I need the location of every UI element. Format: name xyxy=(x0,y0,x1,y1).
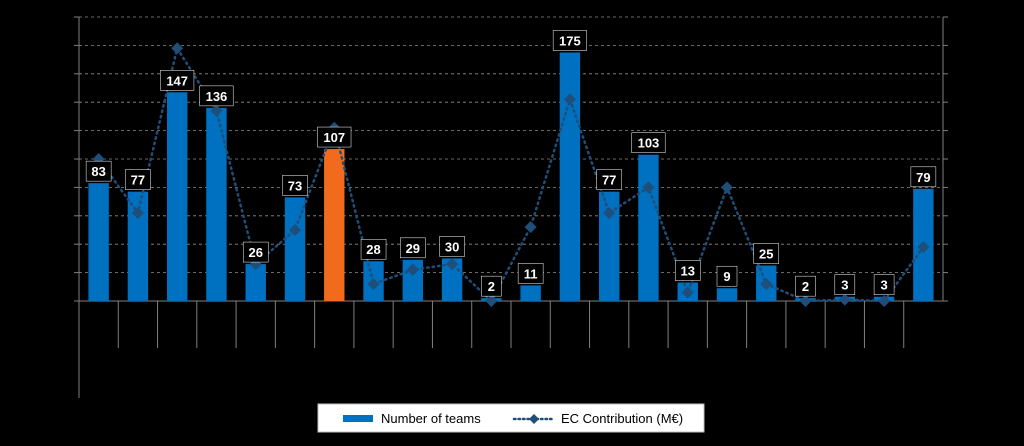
bar-series xyxy=(88,52,934,301)
data-label-box xyxy=(910,166,937,188)
data-label: 26 xyxy=(248,245,262,260)
bar xyxy=(559,52,581,301)
line-marker xyxy=(289,224,301,236)
line-marker xyxy=(210,104,223,117)
line-marker xyxy=(760,277,773,290)
data-label: 77 xyxy=(602,173,616,188)
data-label-box xyxy=(400,237,426,259)
bar xyxy=(520,285,541,301)
bar xyxy=(716,288,738,301)
bar xyxy=(598,191,620,301)
data-label: 147 xyxy=(166,73,188,88)
data-label-box xyxy=(199,85,234,107)
data-label-box xyxy=(282,175,308,196)
legend-box xyxy=(317,403,705,433)
data-label: 2 xyxy=(802,279,809,294)
data-label-box xyxy=(317,126,352,148)
bar xyxy=(206,107,227,301)
data-label: 103 xyxy=(638,136,660,151)
line-marker xyxy=(917,241,930,254)
data-label: 29 xyxy=(406,241,420,256)
data-label-box xyxy=(360,238,387,260)
legend-label-line: EC Contribution (M€) xyxy=(561,411,683,426)
data-label-box xyxy=(596,169,622,190)
data-label: 30 xyxy=(445,239,459,254)
data-label: 136 xyxy=(206,89,228,104)
ec-contribution-line xyxy=(97,45,925,304)
data-label-box xyxy=(439,236,465,257)
data-label: 77 xyxy=(131,173,145,188)
line-marker xyxy=(406,263,419,276)
line-marker xyxy=(446,258,459,271)
data-label-box xyxy=(753,243,780,264)
legend-swatch-diamond xyxy=(529,414,539,424)
line-marker xyxy=(681,286,694,299)
data-label-box xyxy=(517,263,544,284)
data-label: 13 xyxy=(680,264,694,279)
data-label-box xyxy=(242,241,269,263)
data-label: 73 xyxy=(288,178,302,193)
data-label-box xyxy=(873,274,895,295)
bar xyxy=(166,92,188,301)
data-label-box xyxy=(85,160,112,182)
data-label-box xyxy=(674,260,701,281)
line-marker xyxy=(799,295,812,307)
legend: Number of teams EC Contribution (M€) xyxy=(317,403,705,433)
data-label: 175 xyxy=(559,34,581,49)
bar xyxy=(638,154,659,301)
axes xyxy=(74,16,948,398)
line-marker xyxy=(367,277,380,290)
data-label: 2 xyxy=(488,279,495,294)
data-label: 107 xyxy=(323,130,345,145)
line-marker xyxy=(642,181,655,194)
data-label-box xyxy=(160,70,195,91)
data-labels: 83 77 147 136 26 73 107 28 29 30 2 11 175 77 103 13 9 25 2… xyxy=(85,30,937,297)
data-label: 83 xyxy=(91,164,105,179)
line-marker xyxy=(721,181,733,194)
data-label: 11 xyxy=(524,266,538,281)
data-label-box xyxy=(552,30,587,51)
data-label: 3 xyxy=(880,278,887,293)
bar xyxy=(284,197,306,301)
data-label-box xyxy=(716,265,738,287)
legend-swatch-bar xyxy=(343,415,373,422)
line-marker xyxy=(838,293,851,306)
data-label: 28 xyxy=(366,242,380,257)
line-marker xyxy=(524,221,537,234)
bar xyxy=(127,191,149,301)
data-label: 25 xyxy=(759,247,773,262)
line-marker xyxy=(878,295,891,307)
data-label: 3 xyxy=(841,278,848,293)
bar xyxy=(245,264,266,301)
line-marker xyxy=(485,295,498,307)
line-marker xyxy=(563,93,576,106)
data-label-box xyxy=(795,275,816,297)
data-label: 79 xyxy=(916,170,930,185)
line-marker xyxy=(171,42,184,55)
bar xyxy=(324,149,345,301)
data-label-box xyxy=(481,275,502,297)
data-label-box xyxy=(631,132,666,153)
legend-label-bar: Number of teams xyxy=(381,411,481,426)
data-label: 9 xyxy=(723,269,730,284)
line-series xyxy=(92,42,930,307)
bar xyxy=(88,183,109,301)
line-marker xyxy=(131,206,144,219)
data-label-box xyxy=(125,169,151,190)
data-label-box xyxy=(834,274,856,295)
line-marker xyxy=(603,206,616,219)
